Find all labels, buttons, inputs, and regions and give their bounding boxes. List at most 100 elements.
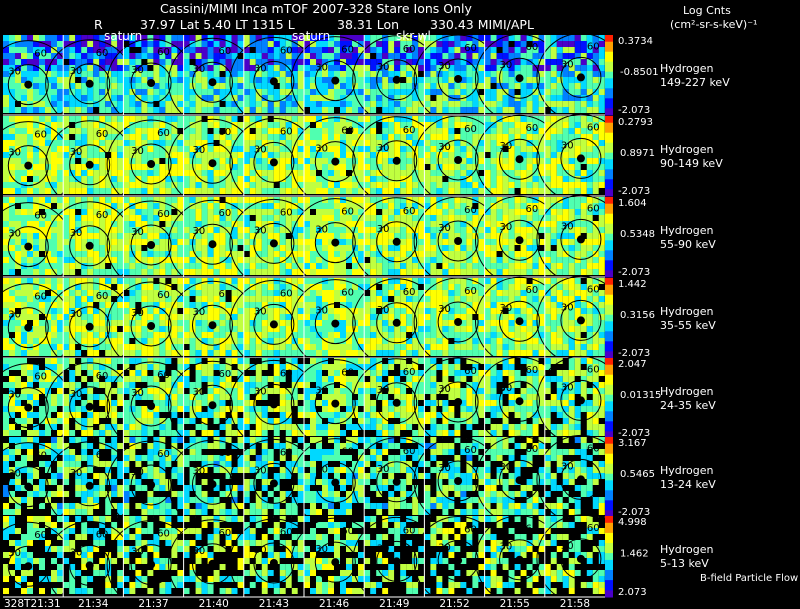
heatmap-cell [376,164,383,170]
heatmap-cell [249,176,256,182]
heatmap-cell [304,227,310,233]
heatmap-cell [454,182,461,188]
heatmap-cell [21,239,27,245]
heatmap-cell [592,170,599,176]
heatmap-cell [273,146,280,152]
heatmap-cell [297,77,304,83]
heatmap-cell [261,158,268,164]
heatmap-cell [346,170,352,176]
heatmap-cell [279,308,286,314]
heatmap-cell [39,344,45,350]
heatmap-cell [39,326,45,332]
heatmap-cell [201,284,208,290]
heatmap-cell [358,101,364,107]
heatmap-cell [424,263,431,269]
heatmap-cell [39,245,45,251]
heatmap-cell [57,197,63,203]
heatmap-cell [201,308,208,314]
heatmap-cell [21,233,27,239]
heatmap-cell [75,107,82,113]
heatmap-cell [9,65,15,71]
heatmap-cell [21,209,27,215]
heatmap-cell [141,134,148,140]
heatmap-cell [63,59,70,65]
heatmap-cell [340,47,346,53]
heatmap-cell [243,107,250,113]
heatmap-cell [111,209,118,215]
colorbar-mid-label: -0.8501 [620,67,659,78]
heatmap-cell [316,158,322,164]
heatmap-cell [430,257,437,263]
heatmap-cell [310,221,316,227]
heatmap-cell [99,158,106,164]
heatmap-cell [195,203,202,209]
heatmap-cell [358,332,364,338]
heatmap-cell [183,245,190,251]
heatmap-cell [219,290,226,296]
ring-label-30: 30 [254,306,267,317]
heatmap-cell [21,326,27,332]
heatmap-cell [33,245,39,251]
colorbar-step [605,142,613,147]
heatmap-cell [21,95,27,101]
heatmap-cell [57,308,63,314]
heatmap-cell [340,290,346,296]
heatmap-cell [141,257,148,263]
heatmap-cell [502,140,509,146]
heatmap-cell [279,140,286,146]
heatmap-cell [454,152,461,158]
heatmap-cell [129,134,136,140]
heatmap-cell [412,188,419,194]
heatmap-cell [297,116,304,122]
heatmap-cell [87,188,94,194]
heatmap-cell [279,290,286,296]
heatmap-cell [544,35,551,41]
heatmap-cell [225,338,232,344]
heatmap-cell [93,209,100,215]
heatmap-cell [598,95,605,101]
colorbar-step [605,111,613,116]
ring-label-60: 60 [403,206,416,217]
colorbar-step [605,71,613,76]
heatmap-cell [382,215,389,221]
heatmap-cell [201,95,208,101]
heatmap-cell [267,350,274,356]
saturn-marker [576,73,585,82]
heatmap-cell [39,296,45,302]
heatmap-cell [159,197,166,203]
heatmap-cell [285,77,292,83]
heatmap-cell [514,47,521,53]
heatmap-cell [93,320,100,326]
heatmap-cell [346,227,352,233]
heatmap-cell [237,71,244,77]
heatmap-cell [297,251,304,257]
heatmap-cell [279,332,286,338]
heatmap-cell [153,188,160,194]
heatmap-cell [177,134,184,140]
heatmap-cell [213,350,220,356]
heatmap-cell [297,134,304,140]
heatmap-cell [87,128,94,134]
heatmap-cell [442,188,449,194]
heatmap-cell [297,215,304,221]
heatmap-cell [3,215,9,221]
heatmap-cell [382,59,389,65]
heatmap-cell [9,128,15,134]
heatmap-cell [249,95,256,101]
heatmap-cell [448,89,455,95]
heatmap-cell [177,59,184,65]
heatmap-cell [544,269,551,275]
heatmap-cell [153,314,160,320]
heatmap-cell [598,158,605,164]
heatmap-cell [370,164,377,170]
heatmap-cell [285,140,292,146]
heatmap-cell [111,296,118,302]
heatmap-cell [340,257,346,263]
heatmap-cell [574,71,581,77]
heatmap-cell [147,215,154,221]
heatmap-cell [382,209,389,215]
heatmap-cell [165,350,172,356]
heatmap-cell [195,53,202,59]
heatmap-cell [370,209,377,215]
